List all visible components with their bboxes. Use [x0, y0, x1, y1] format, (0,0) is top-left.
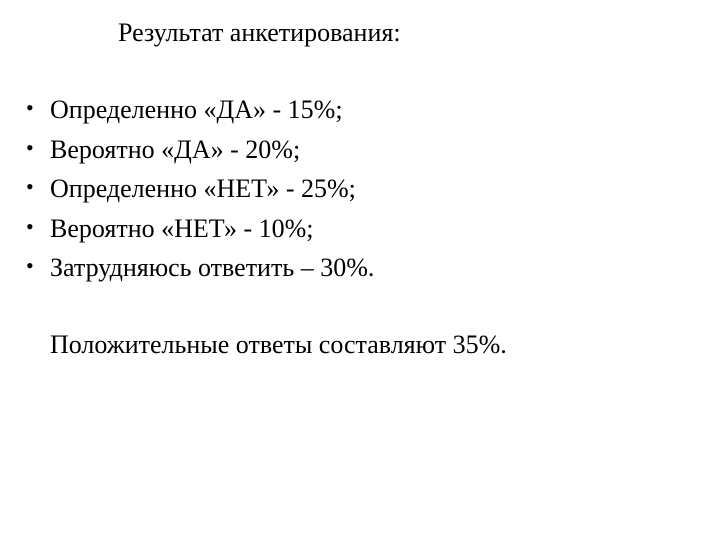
summary-text: Положительные ответы составляют 35%.: [50, 330, 720, 360]
list-item: Вероятно «НЕТ» - 10%;: [20, 209, 720, 249]
page-title: Результат анкетирования:: [118, 18, 720, 48]
list-item: Определенно «ДА» - 15%;: [20, 90, 720, 130]
survey-results-list: Определенно «ДА» - 15%; Вероятно «ДА» - …: [20, 90, 720, 288]
list-item: Вероятно «ДА» - 20%;: [20, 130, 720, 170]
list-item: Затрудняюсь ответить – 30%.: [20, 248, 720, 288]
list-item: Определенно «НЕТ» - 25%;: [20, 169, 720, 209]
